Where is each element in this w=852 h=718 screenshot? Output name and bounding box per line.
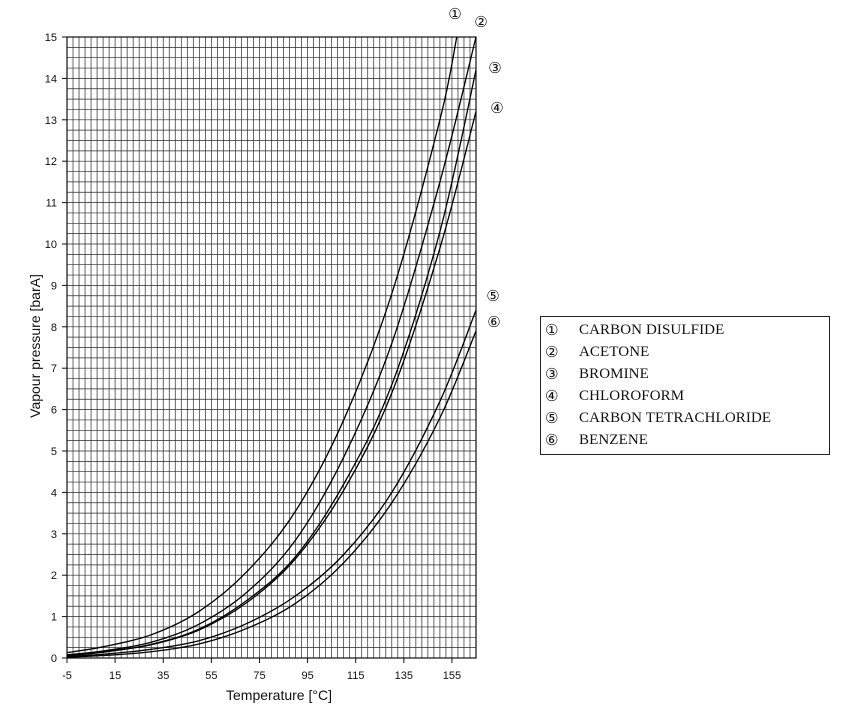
x-tick-label: 95: [301, 670, 313, 682]
legend-label: CARBON DISULFIDE: [579, 321, 725, 338]
x-tick-label: 115: [347, 670, 365, 682]
y-tick-label: 13: [45, 115, 57, 127]
y-tick-label: 6: [51, 405, 57, 417]
series-line: [66, 330, 477, 658]
y-tick-label: 11: [46, 198, 57, 210]
x-tick-label: 135: [395, 670, 413, 682]
y-tick-label: 3: [51, 529, 57, 541]
y-tick-label: 9: [51, 280, 57, 292]
y-tick-label: 10: [45, 239, 57, 251]
curve-marker: ①: [448, 5, 461, 23]
y-tick-label: 2: [51, 570, 57, 582]
y-tick-label: 4: [51, 487, 57, 499]
curve-marker: ③: [488, 59, 501, 77]
series-line: [66, 36, 477, 656]
y-tick-label: 15: [45, 32, 57, 44]
legend-item: ③ BROMINE: [541, 363, 829, 385]
legend-item: ① CARBON DISULFIDE: [541, 319, 829, 341]
series-line: [66, 310, 477, 657]
curve-marker: ④: [490, 99, 503, 117]
x-axis-ticks: -5 15 35 55 75 95 115 135 155: [62, 658, 461, 682]
legend-marker: ②: [545, 343, 559, 361]
x-tick-label: 35: [157, 670, 169, 682]
curve-marker: ②: [474, 13, 487, 31]
series-line: [66, 111, 477, 656]
curve-markers: ① ② ③ ④ ⑤ ⑥: [448, 5, 503, 331]
legend-item: ② ACETONE: [541, 341, 829, 363]
y-tick-label: 7: [51, 363, 57, 375]
legend-item: ④ CHLOROFORM: [541, 385, 829, 407]
y-tick-label: 12: [45, 156, 57, 168]
legend-label: BENZENE: [579, 431, 649, 448]
legend-marker: ⑥: [545, 431, 559, 449]
y-tick-label: 0: [51, 653, 57, 665]
legend-label: CARBON TETRACHLORIDE: [579, 409, 772, 426]
plot-frame: [66, 36, 477, 659]
y-tick-label: 8: [51, 322, 57, 334]
x-tick-label: -5: [62, 670, 72, 682]
y-tick-label: 5: [51, 446, 57, 458]
y-tick-label: 14: [45, 73, 57, 85]
y-tick-label: 1: [51, 612, 57, 624]
legend-marker: ①: [545, 321, 559, 339]
x-axis-label: Temperature [°C]: [226, 687, 332, 703]
grid: [66, 36, 477, 659]
legend-marker: ③: [545, 365, 559, 383]
curve-marker: ⑤: [486, 287, 499, 305]
y-axis-label: Vapour pressure [barA]: [27, 274, 43, 418]
legend-label: CHLOROFORM: [579, 387, 685, 404]
legend-item: ⑥ BENZENE: [541, 429, 829, 451]
legend-item: ⑤ CARBON TETRACHLORIDE: [541, 407, 829, 429]
series-line: [66, 36, 458, 654]
x-tick-label: 75: [253, 670, 265, 682]
x-tick-label: 15: [109, 670, 121, 682]
x-tick-label: 155: [443, 670, 461, 682]
legend: ① CARBON DISULFIDE ② ACETONE ③ BROMINE ④…: [540, 316, 830, 455]
legend-label: BROMINE: [579, 365, 649, 382]
x-tick-label: 55: [205, 670, 217, 682]
legend-marker: ④: [545, 387, 559, 405]
legend-label: ACETONE: [579, 343, 650, 360]
legend-marker: ⑤: [545, 409, 559, 427]
curves: [66, 36, 477, 658]
curve-marker: ⑥: [487, 313, 500, 331]
